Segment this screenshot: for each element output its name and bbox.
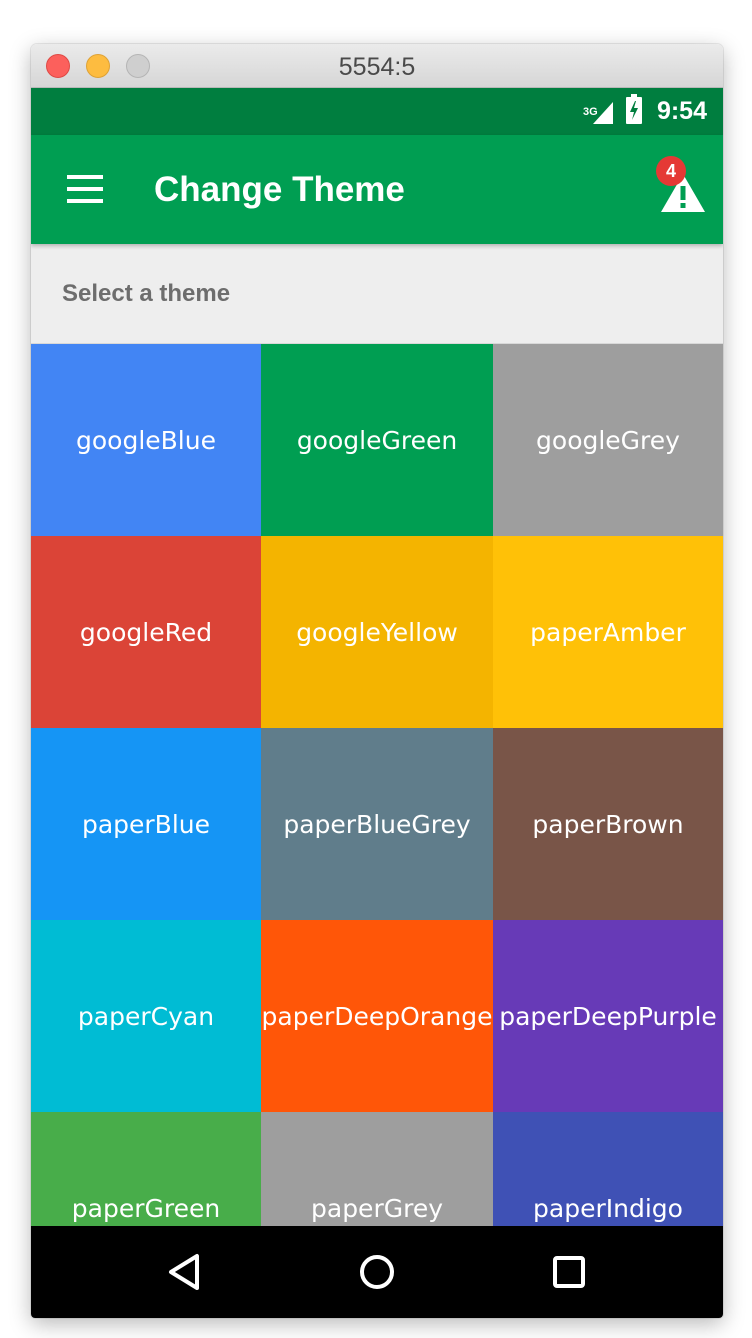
theme-tile-paperGreen[interactable]: paperGreen xyxy=(31,1112,261,1226)
theme-tile-googleGrey[interactable]: googleGrey xyxy=(493,344,723,536)
window-minimize-button[interactable] xyxy=(86,54,110,78)
theme-tile-googleGreen[interactable]: googleGreen xyxy=(261,344,493,536)
theme-tile-googleRed[interactable]: googleRed xyxy=(31,536,261,728)
page-title: Change Theme xyxy=(154,170,405,209)
status-clock: 9:54 xyxy=(656,97,707,125)
theme-grid: googleBlue googleGreen googleGrey googleRed… xyxy=(31,344,723,1226)
theme-tile-label: googleGreen xyxy=(296,425,458,455)
battery-charging-icon xyxy=(625,94,643,129)
warning-button[interactable] xyxy=(653,162,713,222)
recents-icon[interactable] xyxy=(543,1246,595,1298)
theme-tile-label: googleBlue xyxy=(76,425,216,455)
theme-tile-label: paperBlue xyxy=(81,809,211,839)
theme-tile-label: paperDeepPurple xyxy=(499,1001,717,1031)
status-icons: 3G 9:54 xyxy=(582,88,707,135)
window-title: 5554:5 xyxy=(338,53,416,81)
theme-tile-label: googleRed xyxy=(79,617,213,647)
emulator-window: 5554:5 3G 9:54 Chan xyxy=(31,44,723,1318)
section-label: Select a theme xyxy=(62,280,231,307)
theme-tile-label: paperBrown xyxy=(532,809,684,839)
window-titlebar: 5554:5 xyxy=(31,44,723,88)
signal-icon: 3G xyxy=(582,98,615,126)
theme-tile-label: paperGrey xyxy=(311,1193,443,1223)
theme-tile-paperBrown[interactable]: paperBrown xyxy=(493,728,723,920)
hamburger-menu-icon[interactable] xyxy=(61,171,103,207)
theme-tile-label: googleGrey xyxy=(536,425,680,455)
theme-tile-googleBlue[interactable]: googleBlue xyxy=(31,344,261,536)
status-bar: 3G 9:54 xyxy=(31,88,723,135)
theme-tile-paperDeepOrange[interactable]: paperDeepOrange xyxy=(261,920,493,1112)
window-close-button[interactable] xyxy=(46,54,70,78)
theme-tile-paperGrey[interactable]: paperGrey xyxy=(261,1112,493,1226)
theme-tile-paperCyan[interactable]: paperCyan xyxy=(31,920,261,1112)
warning-icon xyxy=(661,174,705,212)
theme-tile-paperBlueGrey[interactable]: paperBlueGrey xyxy=(261,728,493,920)
theme-tile-paperDeepPurple[interactable]: paperDeepPurple xyxy=(493,920,723,1112)
notification-badge: 4 xyxy=(656,156,686,186)
theme-tile-paperIndigo[interactable]: paperIndigo xyxy=(493,1112,723,1226)
theme-tile-label: paperIndigo xyxy=(533,1193,683,1223)
theme-tile-paperBlue[interactable]: paperBlue xyxy=(31,728,261,920)
section-header: Select a theme xyxy=(31,244,723,344)
theme-tile-label: paperGreen xyxy=(71,1193,221,1223)
home-icon[interactable] xyxy=(351,1246,403,1298)
theme-tile-label: paperAmber xyxy=(530,617,686,647)
theme-tile-paperAmber[interactable]: paperAmber xyxy=(493,536,723,728)
android-navigation-bar xyxy=(31,1226,723,1318)
theme-tile-label: paperDeepOrange xyxy=(261,1001,493,1031)
network-type-label: 3G xyxy=(582,105,598,118)
window-maximize-button[interactable] xyxy=(126,54,150,78)
app-toolbar: Change Theme xyxy=(31,135,723,244)
theme-tile-label: paperBlueGrey xyxy=(283,809,471,839)
theme-tile-label: googleYellow xyxy=(296,617,458,647)
back-icon[interactable] xyxy=(159,1246,211,1298)
theme-tile-label: paperCyan xyxy=(77,1001,215,1031)
theme-tile-googleYellow[interactable]: googleYellow xyxy=(261,536,493,728)
